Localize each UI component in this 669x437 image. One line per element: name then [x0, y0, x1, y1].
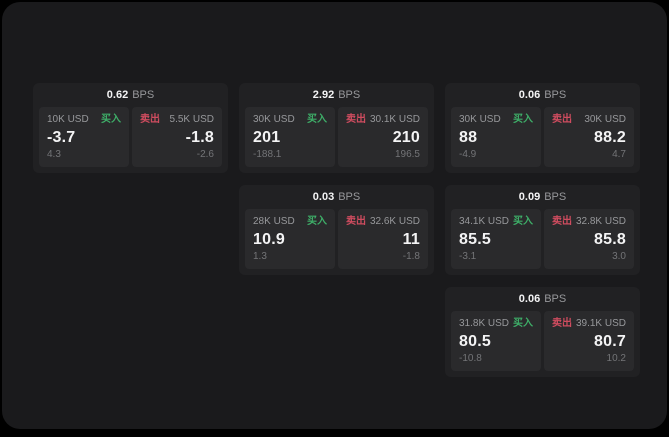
- bps-value: 0.06: [518, 293, 541, 305]
- bps-header: 0.06 BPS: [445, 287, 640, 311]
- sell-quote-panel[interactable]: 卖出 5.5K USD -1.8 -2.6: [132, 107, 222, 167]
- bps-unit-label: BPS: [338, 89, 361, 101]
- bps-unit-label: BPS: [544, 293, 567, 305]
- buy-delta: -188.1: [253, 149, 282, 160]
- bps-value: 0.03: [312, 191, 335, 203]
- buy-side-tag: 买入: [307, 216, 327, 227]
- quote-card-body: 30K USD 买入 88 -4.9 卖出 30K USD 88.2 4.7: [445, 107, 640, 173]
- sell-price: 85.8: [594, 231, 626, 248]
- sell-side-tag: 卖出: [346, 216, 366, 227]
- sell-price: -1.8: [185, 129, 214, 146]
- sell-size: 5.5K USD: [169, 114, 214, 125]
- quote-card-body: 10K USD 买入 -3.7 4.3 卖出 5.5K USD -1.8 -2.…: [33, 107, 228, 173]
- buy-quote-panel[interactable]: 30K USD 买入 201 -188.1: [245, 107, 335, 167]
- buy-quote-panel[interactable]: 31.8K USD 买入 80.5 -10.8: [451, 311, 541, 371]
- bps-header: 2.92 BPS: [239, 83, 434, 107]
- bps-unit-label: BPS: [338, 191, 361, 203]
- buy-quote-panel[interactable]: 28K USD 买入 10.9 1.3: [245, 209, 335, 269]
- bps-value: 2.92: [312, 89, 335, 101]
- sell-price: 210: [392, 129, 420, 146]
- buy-delta: -3.1: [459, 251, 477, 262]
- sell-price: 88.2: [594, 129, 626, 146]
- quote-card: 0.62 BPS 10K USD 买入 -3.7 4.3 卖出: [33, 83, 228, 173]
- sell-delta: 4.7: [612, 149, 626, 160]
- sell-side-tag: 卖出: [552, 114, 572, 125]
- bps-unit-label: BPS: [544, 191, 567, 203]
- buy-delta: -10.8: [459, 353, 482, 364]
- sell-side-tag: 卖出: [346, 114, 366, 125]
- quote-card-body: 28K USD 买入 10.9 1.3 卖出 32.6K USD 11 -1.8: [239, 209, 434, 275]
- buy-size: 28K USD: [253, 216, 295, 227]
- buy-side-tag: 买入: [513, 216, 533, 227]
- sell-price: 11: [402, 231, 420, 248]
- buy-quote-panel[interactable]: 10K USD 买入 -3.7 4.3: [39, 107, 129, 167]
- quote-card-grid: 0.62 BPS 10K USD 买入 -3.7 4.3 卖出: [33, 83, 640, 377]
- sell-quote-panel[interactable]: 卖出 32.6K USD 11 -1.8: [338, 209, 428, 269]
- sell-size: 32.8K USD: [575, 216, 626, 227]
- sell-side-tag: 卖出: [552, 216, 572, 227]
- sell-side-tag: 卖出: [140, 114, 160, 125]
- sell-size: 30.1K USD: [369, 114, 420, 125]
- sell-delta: 196.5: [394, 149, 420, 160]
- buy-size: 30K USD: [459, 114, 501, 125]
- buy-price: 88: [459, 129, 478, 146]
- bps-value: 0.09: [518, 191, 541, 203]
- bps-unit-label: BPS: [544, 89, 567, 101]
- quote-card: 2.92 BPS 30K USD 买入 201 -188.1 卖出: [239, 83, 434, 173]
- quote-card: 0.03 BPS 28K USD 买入 10.9 1.3 卖出: [239, 185, 434, 275]
- sell-quote-panel[interactable]: 卖出 32.8K USD 85.8 3.0: [544, 209, 634, 269]
- buy-side-tag: 买入: [307, 114, 327, 125]
- buy-price: 85.5: [459, 231, 491, 248]
- bps-value: 0.62: [106, 89, 129, 101]
- bps-value: 0.06: [518, 89, 541, 101]
- sell-size: 39.1K USD: [575, 318, 626, 329]
- quote-card: 0.09 BPS 34.1K USD 买入 85.5 -3.1 卖出: [445, 185, 640, 275]
- buy-quote-panel[interactable]: 34.1K USD 买入 85.5 -3.1: [451, 209, 541, 269]
- sell-side-tag: 卖出: [552, 318, 572, 329]
- buy-size: 10K USD: [47, 114, 89, 125]
- bps-unit-label: BPS: [132, 89, 155, 101]
- app-window: 0.62 BPS 10K USD 买入 -3.7 4.3 卖出: [2, 2, 667, 429]
- buy-price: 80.5: [459, 333, 491, 350]
- buy-size: 31.8K USD: [459, 318, 510, 329]
- sell-size: 32.6K USD: [369, 216, 420, 227]
- sell-size: 30K USD: [584, 114, 626, 125]
- buy-quote-panel[interactable]: 30K USD 买入 88 -4.9: [451, 107, 541, 167]
- quote-card: 0.06 BPS 30K USD 买入 88 -4.9 卖出: [445, 83, 640, 173]
- sell-price: 80.7: [594, 333, 626, 350]
- quote-card-body: 31.8K USD 买入 80.5 -10.8 卖出 39.1K USD 80.…: [445, 311, 640, 377]
- quote-card-body: 30K USD 买入 201 -188.1 卖出 30.1K USD 210 1…: [239, 107, 434, 173]
- sell-delta: 3.0: [612, 251, 626, 262]
- buy-side-tag: 买入: [513, 114, 533, 125]
- bps-header: 0.09 BPS: [445, 185, 640, 209]
- buy-delta: -4.9: [459, 149, 477, 160]
- sell-quote-panel[interactable]: 卖出 39.1K USD 80.7 10.2: [544, 311, 634, 371]
- quote-card-body: 34.1K USD 买入 85.5 -3.1 卖出 32.8K USD 85.8…: [445, 209, 640, 275]
- buy-price: 10.9: [253, 231, 285, 248]
- quote-card: 0.06 BPS 31.8K USD 买入 80.5 -10.8 卖: [445, 287, 640, 377]
- sell-delta: -1.8: [402, 251, 420, 262]
- buy-size: 34.1K USD: [459, 216, 510, 227]
- buy-side-tag: 买入: [513, 318, 533, 329]
- sell-quote-panel[interactable]: 卖出 30.1K USD 210 196.5: [338, 107, 428, 167]
- bps-header: 0.06 BPS: [445, 83, 640, 107]
- buy-delta: 1.3: [253, 251, 267, 262]
- bps-header: 0.62 BPS: [33, 83, 228, 107]
- sell-quote-panel[interactable]: 卖出 30K USD 88.2 4.7: [544, 107, 634, 167]
- buy-price: -3.7: [47, 129, 76, 146]
- buy-delta: 4.3: [47, 149, 61, 160]
- buy-size: 30K USD: [253, 114, 295, 125]
- sell-delta: -2.6: [196, 149, 214, 160]
- buy-side-tag: 买入: [101, 114, 121, 125]
- bps-header: 0.03 BPS: [239, 185, 434, 209]
- buy-price: 201: [253, 129, 281, 146]
- sell-delta: 10.2: [606, 353, 626, 364]
